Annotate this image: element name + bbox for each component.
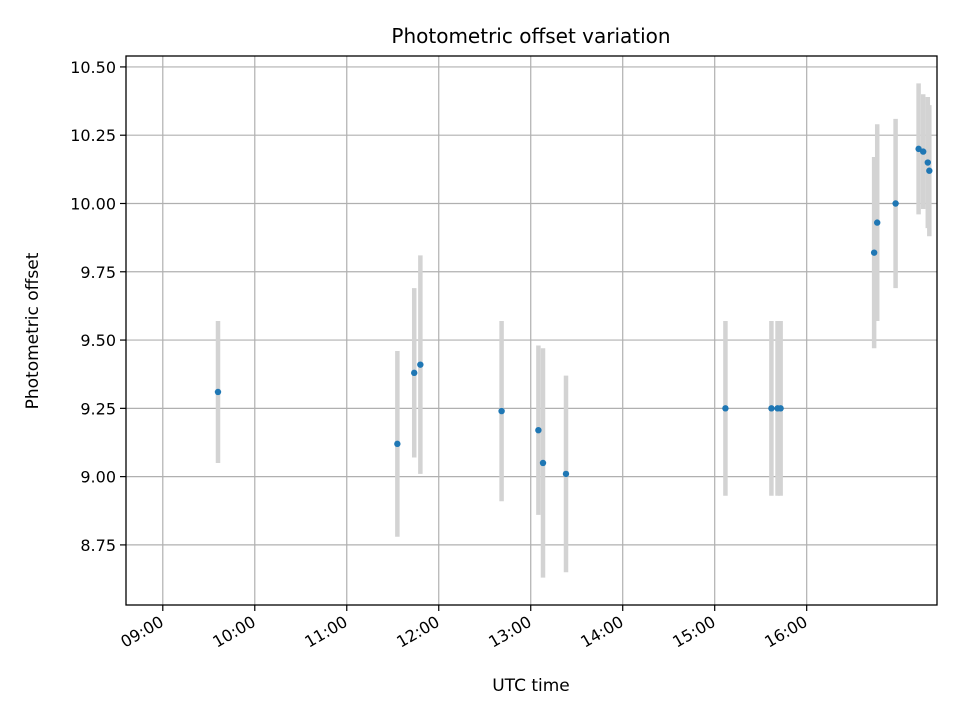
y-tick-label: 8.75 [80, 536, 116, 555]
data-point [562, 470, 570, 478]
data-point [411, 369, 418, 377]
data-point [920, 148, 927, 155]
data-points [214, 145, 933, 478]
x-axis-title: UTC time [492, 676, 570, 696]
data-point [926, 167, 933, 174]
data-point [722, 405, 729, 412]
y-tick-label: 9.25 [80, 399, 116, 418]
y-tick-label: 9.75 [80, 263, 116, 282]
data-point [394, 440, 401, 448]
data-point [892, 200, 899, 207]
y-axis-ticks: 8.75 9.00 9.25 9.50 9.75 10.00 10.25 10.50 [70, 58, 126, 555]
y-axis-title: Photometric offset [23, 252, 43, 409]
data-point [870, 249, 878, 256]
chart-title: Photometric offset variation [391, 24, 670, 48]
data-point [535, 426, 542, 434]
data-point [214, 388, 222, 396]
grid [126, 56, 937, 605]
data-point [777, 405, 784, 412]
data-point [539, 459, 547, 467]
y-tick-label: 10.00 [70, 194, 116, 213]
plot-frame [125, 55, 938, 606]
y-tick-label: 9.00 [80, 468, 116, 487]
data-point [874, 219, 881, 226]
data-point [915, 145, 922, 153]
data-point [498, 407, 505, 415]
data-point [417, 361, 424, 368]
data-point [768, 405, 775, 412]
y-tick-label: 10.25 [70, 126, 116, 145]
y-tick-label: 10.50 [70, 58, 116, 77]
y-tick-label: 9.50 [80, 331, 116, 350]
data-point [924, 159, 932, 166]
